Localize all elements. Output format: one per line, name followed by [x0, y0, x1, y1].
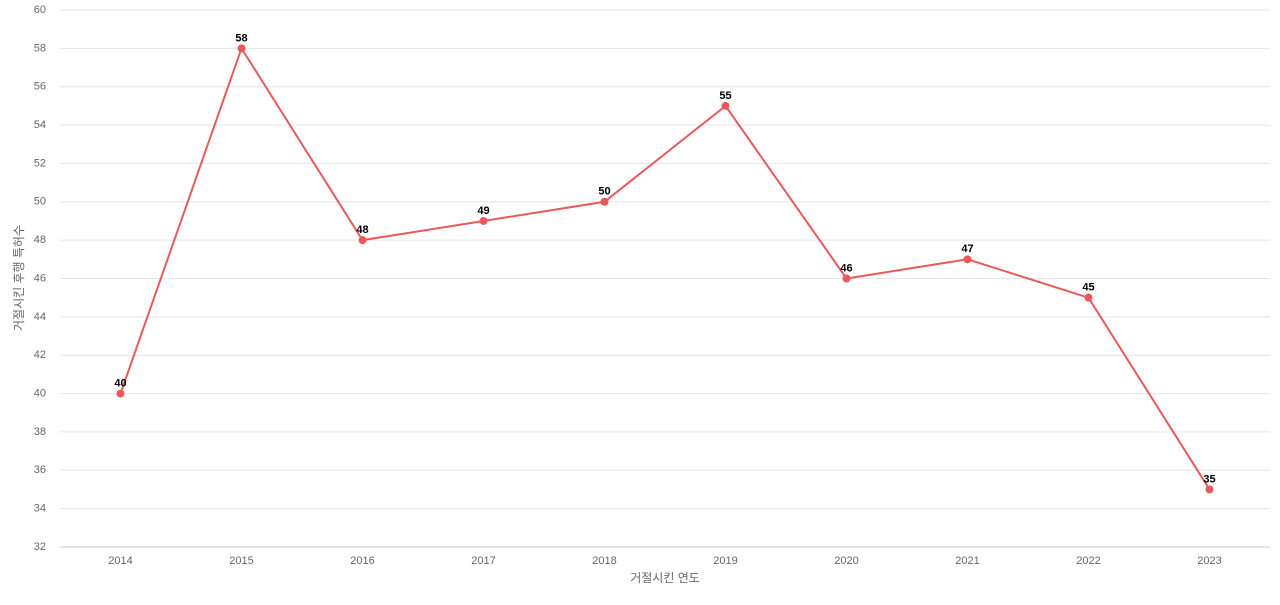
point [1084, 293, 1093, 302]
point [600, 197, 609, 206]
line [119, 46, 1211, 490]
x-tick-label: 2018 [592, 555, 616, 567]
x-axis-title: 거절시킨 연도 [630, 571, 700, 585]
data-label: 40 [114, 377, 126, 389]
x-tick-label: 2022 [1076, 555, 1100, 567]
point [479, 216, 488, 225]
x-tick-label: 2023 [1197, 555, 1221, 567]
y-tick-label: 42 [34, 349, 46, 361]
point [842, 274, 851, 283]
data-label: 55 [719, 90, 731, 102]
x-tick-label: 2016 [350, 555, 374, 567]
x-tick-label: 2015 [229, 555, 253, 567]
data-label: 49 [477, 205, 489, 217]
data-label: 35 [1203, 473, 1215, 485]
x-tick-label: 2014 [108, 555, 132, 567]
data-label: 50 [598, 186, 610, 198]
y-tick-label: 44 [34, 311, 46, 323]
data-label: 58 [235, 32, 247, 44]
y-tick-label: 56 [34, 81, 46, 93]
y-tick-label: 48 [34, 234, 46, 246]
point [963, 255, 972, 264]
x-tick-label: 2017 [471, 555, 495, 567]
data-label: 46 [840, 262, 852, 274]
y-tick-label: 58 [34, 42, 46, 54]
y-tick-label: 32 [34, 541, 46, 553]
y-tick-label: 36 [34, 464, 46, 476]
data-label: 45 [1082, 282, 1094, 294]
y-axis-title: 거절시킨 후행 특허수 [11, 225, 26, 331]
data-label: 48 [356, 224, 368, 236]
x-tick-label: 2021 [955, 555, 979, 567]
y-tick-label: 40 [34, 387, 46, 399]
x-tick-label: 2020 [834, 555, 858, 567]
y-tick-label: 60 [34, 4, 46, 16]
y-tick-label: 52 [34, 157, 46, 169]
x-tick-label: 2019 [713, 555, 737, 567]
point [237, 44, 246, 53]
y-tick-label: 38 [34, 426, 46, 438]
y-tick-label: 50 [34, 196, 46, 208]
point [721, 101, 730, 110]
point [358, 236, 367, 245]
point [116, 389, 125, 398]
y-tick-label: 34 [34, 503, 46, 515]
point [1205, 485, 1214, 494]
y-tick-label: 46 [34, 272, 46, 284]
y-tick-label: 54 [34, 119, 46, 131]
data-label: 47 [961, 243, 973, 255]
